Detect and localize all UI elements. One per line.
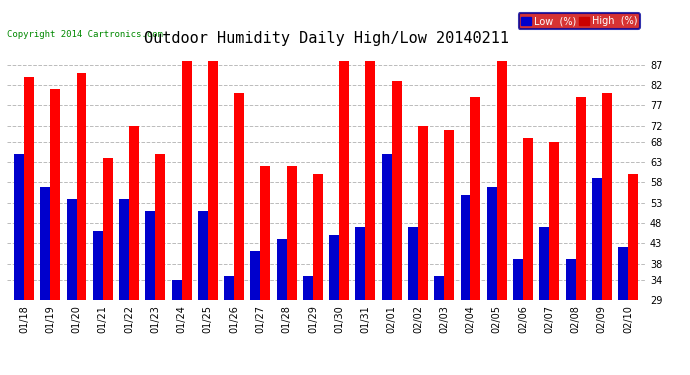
Bar: [155, 154, 166, 300]
Bar: [523, 138, 533, 300]
Bar: [234, 93, 244, 300]
Bar: [355, 227, 366, 300]
Bar: [303, 276, 313, 300]
Bar: [103, 158, 112, 300]
Bar: [618, 248, 628, 300]
Bar: [286, 166, 297, 300]
Bar: [592, 178, 602, 300]
Bar: [40, 186, 50, 300]
Bar: [575, 98, 586, 300]
Bar: [513, 260, 523, 300]
Bar: [408, 227, 418, 300]
Bar: [146, 211, 155, 300]
Bar: [277, 239, 286, 300]
Bar: [66, 199, 77, 300]
Text: Copyright 2014 Cartronics.com: Copyright 2014 Cartronics.com: [7, 30, 163, 39]
Bar: [486, 186, 497, 300]
Bar: [181, 61, 192, 300]
Bar: [392, 81, 402, 300]
Bar: [497, 61, 506, 300]
Bar: [172, 280, 181, 300]
Bar: [382, 154, 392, 300]
Bar: [260, 166, 270, 300]
Bar: [549, 142, 560, 300]
Bar: [566, 260, 575, 300]
Bar: [628, 174, 638, 300]
Bar: [339, 61, 349, 300]
Bar: [77, 73, 86, 300]
Bar: [460, 195, 471, 300]
Bar: [24, 77, 34, 300]
Bar: [444, 130, 454, 300]
Bar: [366, 61, 375, 300]
Bar: [224, 276, 234, 300]
Title: Outdoor Humidity Daily High/Low 20140211: Outdoor Humidity Daily High/Low 20140211: [144, 31, 509, 46]
Bar: [434, 276, 444, 300]
Legend: Low  (%), High  (%): Low (%), High (%): [518, 13, 640, 29]
Bar: [198, 211, 208, 300]
Bar: [540, 227, 549, 300]
Bar: [208, 61, 218, 300]
Bar: [471, 98, 480, 300]
Bar: [418, 126, 428, 300]
Bar: [250, 251, 260, 300]
Bar: [129, 126, 139, 300]
Bar: [602, 93, 612, 300]
Bar: [313, 174, 323, 300]
Bar: [92, 231, 103, 300]
Bar: [14, 154, 24, 300]
Bar: [329, 235, 339, 300]
Bar: [50, 89, 60, 300]
Bar: [119, 199, 129, 300]
